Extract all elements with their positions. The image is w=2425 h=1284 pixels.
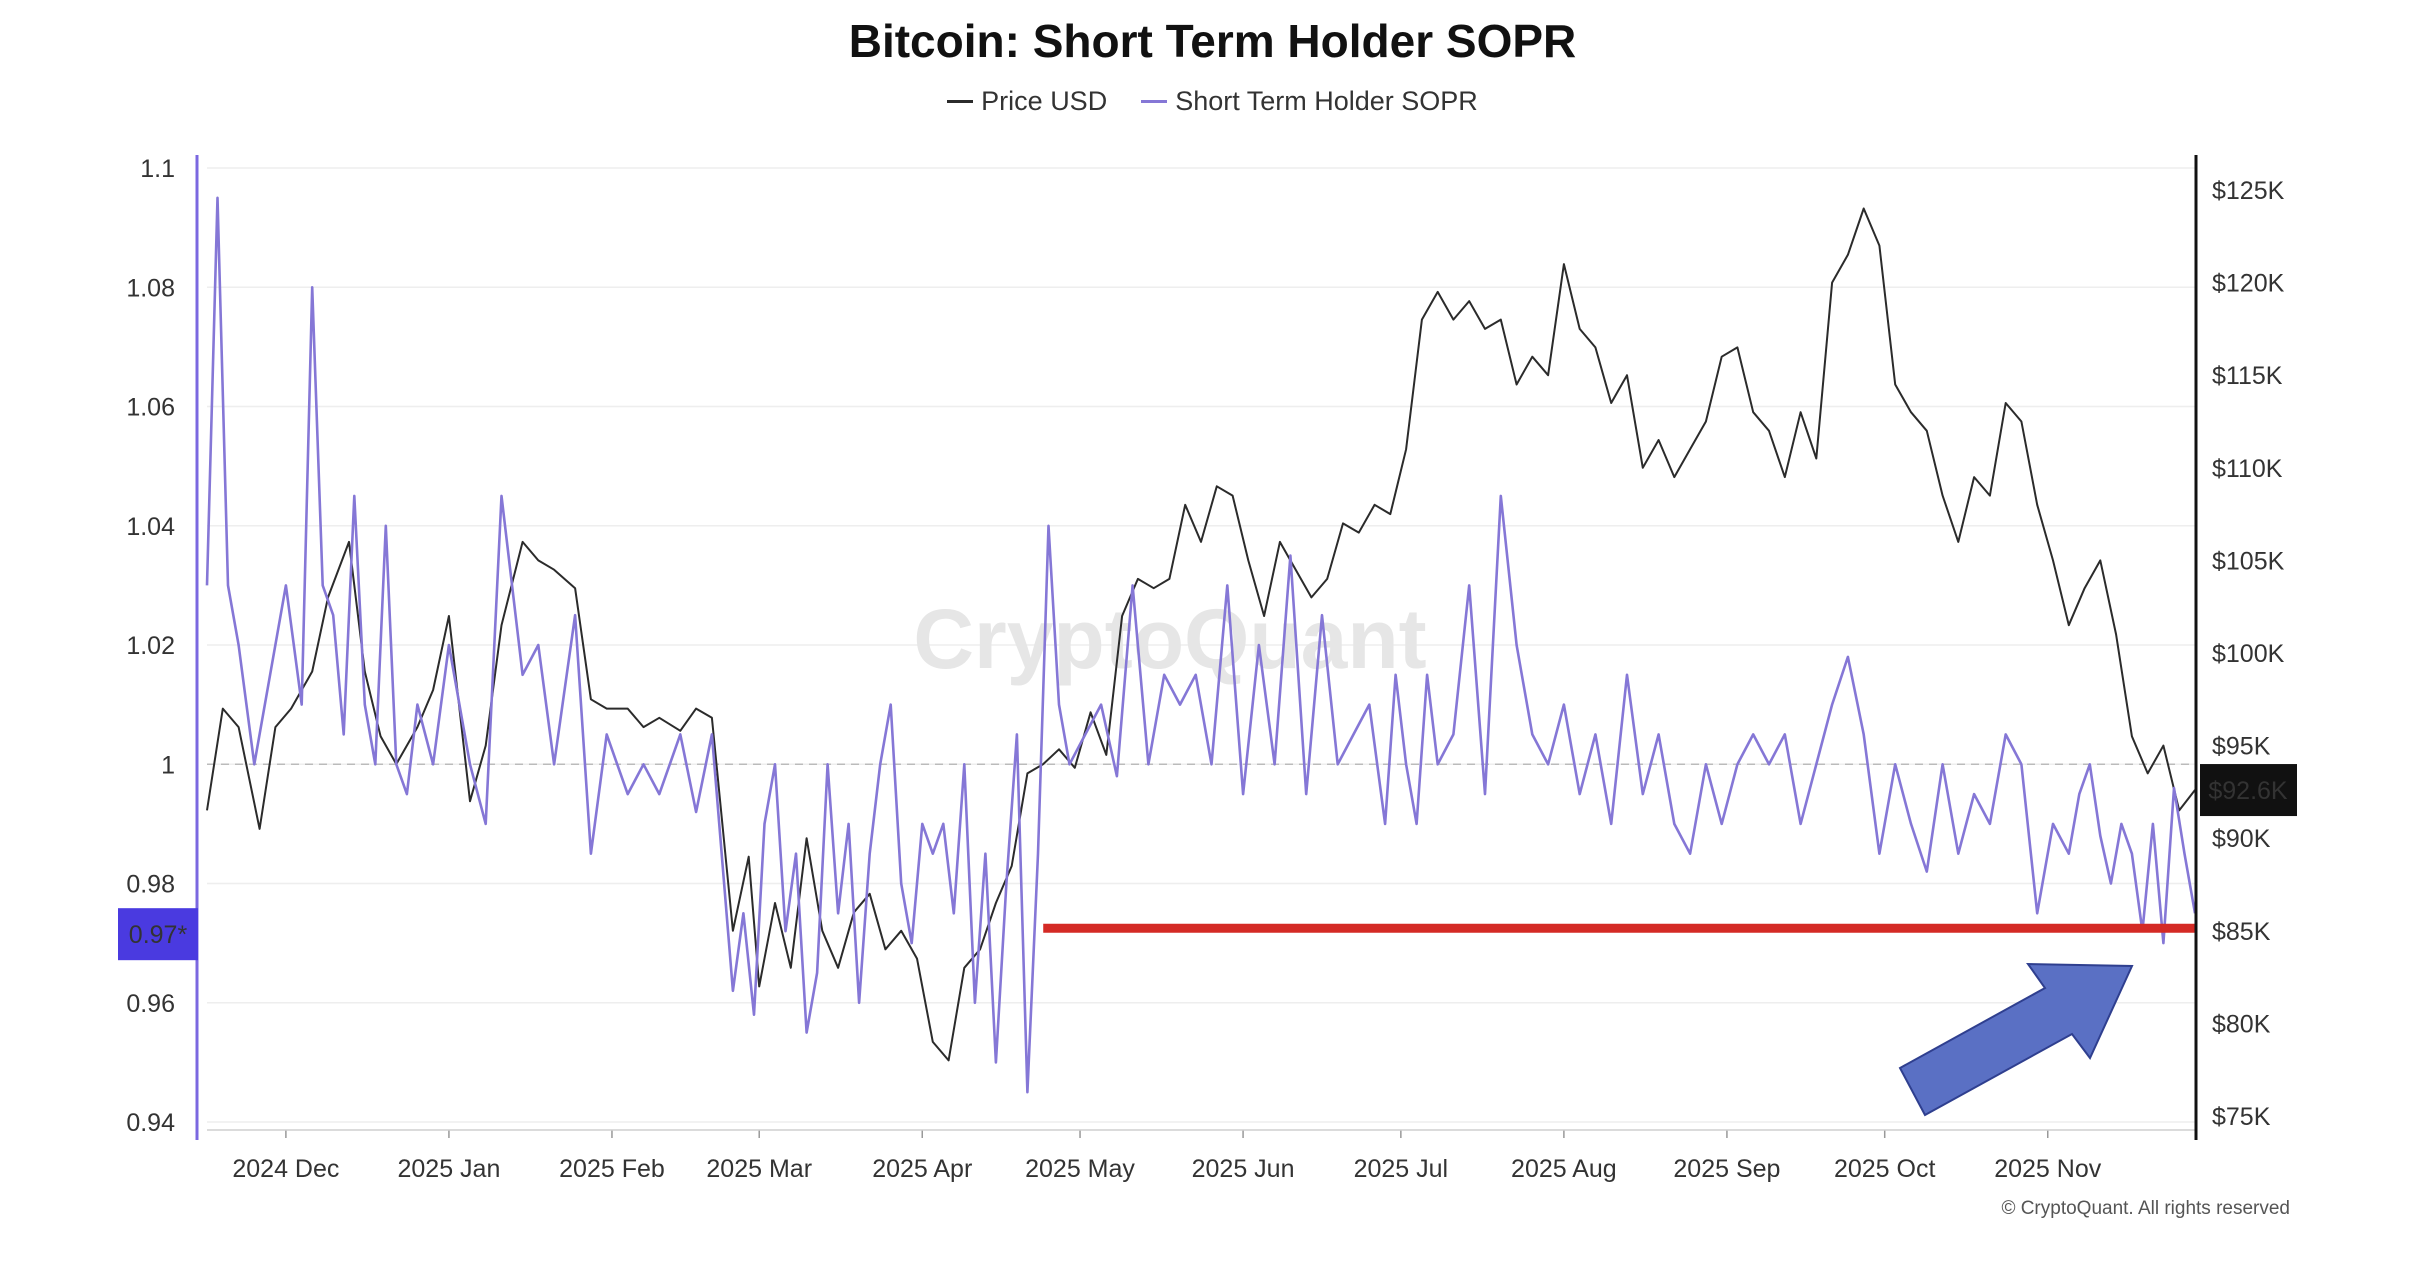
annotation-layer xyxy=(1043,923,2195,1117)
y-left-tick-label: 1.04 xyxy=(126,513,175,541)
y-left-value-tag-label: 0.97* xyxy=(129,921,188,949)
watermark: CryptoQuant xyxy=(913,592,1426,686)
legend-swatch-price xyxy=(947,100,974,103)
x-tick-label: 2025 Jun xyxy=(1192,1155,1295,1183)
x-tick-label: 2025 May xyxy=(1025,1155,1135,1183)
legend-swatch-sopr xyxy=(1141,100,1168,103)
y-right-tick-label: $75K xyxy=(2212,1103,2271,1131)
x-tick-label: 2025 Feb xyxy=(559,1155,665,1183)
x-tick-label: 2025 Nov xyxy=(1994,1155,2102,1183)
y-right-tick-label: $125K xyxy=(2212,177,2285,205)
chart-legend: Price USD Short Term Holder SOPR xyxy=(0,86,2425,117)
x-tick-label: 2025 Sep xyxy=(1673,1155,1780,1183)
y-right-tick-label: $95K xyxy=(2212,733,2271,761)
x-tick-label: 2025 Jul xyxy=(1354,1155,1449,1183)
y-left-tick-label: 0.96 xyxy=(126,990,175,1018)
x-tick-label: 2025 Apr xyxy=(872,1155,972,1183)
y-left-tick-label: 1.08 xyxy=(126,274,175,302)
y-left-tick-label: 1.1 xyxy=(140,155,175,183)
legend-entry-price[interactable]: Price USD xyxy=(947,86,1107,117)
series-layer xyxy=(205,196,2197,1094)
y-right-value-tag-label: $92.6K xyxy=(2208,777,2288,805)
annotation-arrow xyxy=(1898,962,2134,1117)
legend-entry-sopr[interactable]: Short Term Holder SOPR xyxy=(1141,86,1478,117)
y-right-tick-label: $120K xyxy=(2212,270,2285,298)
axes: 0.94 0.96 0.98 1 1.02 1.04 1.06 1.08 1.1 $75K $80K… xyxy=(118,155,2297,1183)
y-right-tick-label: $105K xyxy=(2212,547,2285,575)
legend-label-price: Price USD xyxy=(981,86,1108,116)
y-left-tick-label: 1 xyxy=(161,751,175,779)
series-line-price xyxy=(206,207,2196,1062)
y-left-tick-label: 1.02 xyxy=(126,632,175,660)
y-left-tick-label: 1.06 xyxy=(126,394,175,422)
x-tick-label: 2025 Oct xyxy=(1834,1155,1936,1183)
x-tick-label: 2025 Mar xyxy=(706,1155,812,1183)
y-right-tick-label: $110K xyxy=(2212,455,2283,483)
y-left-tick-label: 0.98 xyxy=(126,871,175,899)
y-right-tick-label: $90K xyxy=(2212,825,2271,853)
x-tick-label: 2024 Dec xyxy=(232,1155,339,1183)
y-right-value-tag xyxy=(2200,764,2297,817)
y-left-value-tag xyxy=(118,908,198,961)
series-line-sopr xyxy=(205,196,2197,1094)
x-tick-label: 2025 Aug xyxy=(1511,1155,1617,1183)
x-tick-label: 2025 Jan xyxy=(397,1155,500,1183)
legend-label-sopr: Short Term Holder SOPR xyxy=(1175,86,1478,116)
y-left-tick-label: 0.94 xyxy=(126,1109,175,1137)
y-right-tick-label: $85K xyxy=(2212,918,2271,946)
y-right-tick-label: $115K xyxy=(2212,362,2283,390)
y-right-tick-label: $100K xyxy=(2212,640,2285,668)
copyright-credit: © CryptoQuant. All rights reserved xyxy=(2001,1198,2290,1219)
chart-title: Bitcoin: Short Term Holder SOPR xyxy=(848,15,1577,67)
y-right-tick-label: $80K xyxy=(2212,1010,2271,1038)
